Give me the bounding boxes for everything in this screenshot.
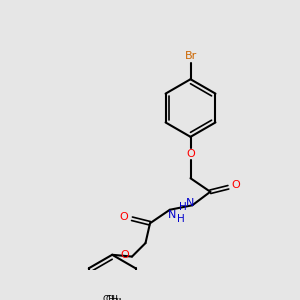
Text: O: O: [119, 212, 128, 222]
Text: H: H: [179, 202, 187, 212]
Text: N: N: [186, 199, 195, 208]
Text: CH₃: CH₃: [102, 295, 119, 300]
Text: CH₃: CH₃: [106, 295, 122, 300]
Text: N: N: [167, 210, 176, 220]
Text: O: O: [231, 181, 240, 190]
Text: O: O: [186, 149, 195, 159]
Text: Br: Br: [184, 51, 196, 61]
Text: H: H: [177, 214, 184, 224]
Text: O: O: [120, 250, 129, 260]
